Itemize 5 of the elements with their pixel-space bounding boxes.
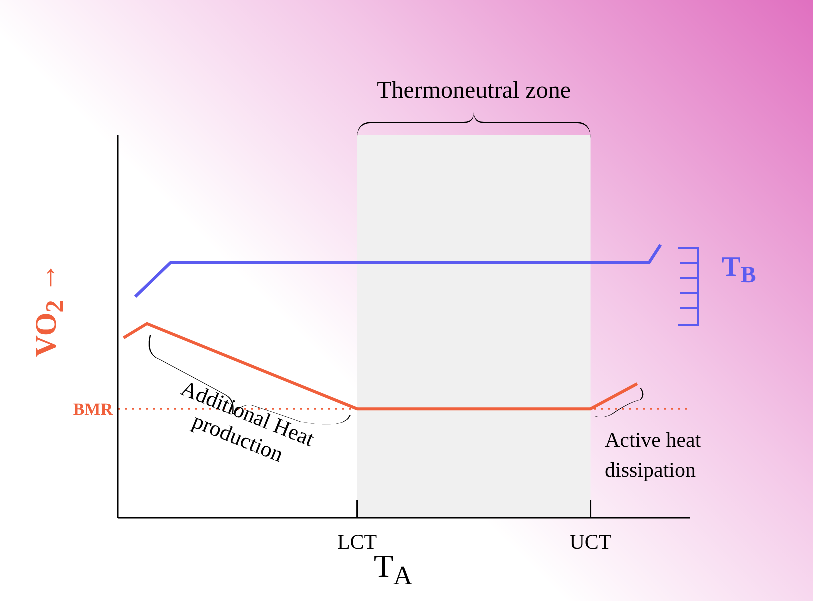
band-label: Thermoneutral zone bbox=[376, 78, 572, 105]
x-tick-label: UCT bbox=[570, 530, 612, 554]
ref-line-label: BMR bbox=[73, 400, 114, 420]
legend-label: T$_{B}$ bbox=[722, 252, 756, 290]
annotation: Active heat dissipation bbox=[605, 427, 702, 484]
